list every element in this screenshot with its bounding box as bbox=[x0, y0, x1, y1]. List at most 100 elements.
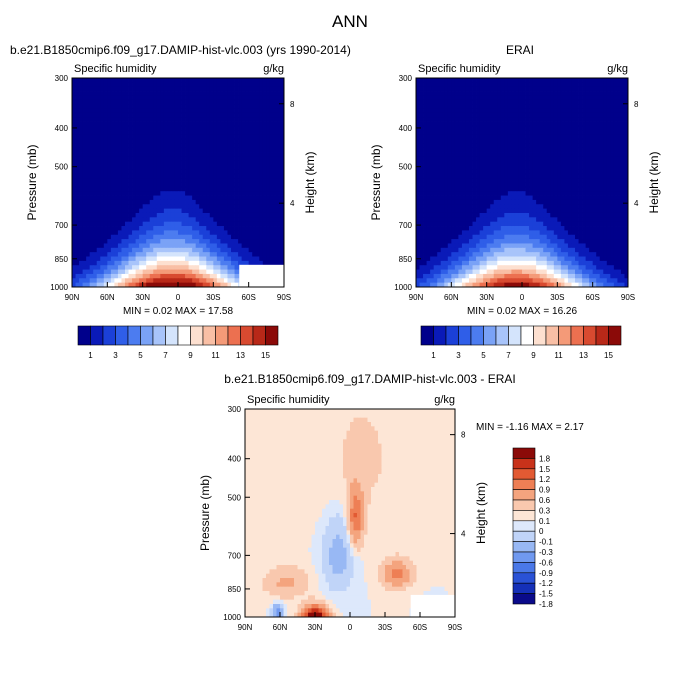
contour-cell bbox=[592, 86, 597, 92]
contour-cell bbox=[202, 226, 207, 231]
contour-cell bbox=[220, 217, 225, 223]
contour-cell bbox=[567, 147, 572, 153]
contour-cell bbox=[472, 195, 477, 201]
contour-cell bbox=[529, 104, 533, 109]
contour-cell bbox=[504, 221, 509, 227]
contour-cell bbox=[546, 217, 551, 223]
contour-cell bbox=[539, 169, 544, 175]
contour-cell bbox=[110, 282, 115, 287]
contour-cell bbox=[248, 147, 253, 153]
contour-cell bbox=[146, 86, 151, 92]
contour-cell bbox=[202, 99, 207, 105]
contour-cell bbox=[437, 86, 442, 92]
contour-cell bbox=[596, 95, 601, 101]
contour-cell bbox=[511, 125, 516, 131]
contour-cell bbox=[610, 160, 615, 166]
contour-cell bbox=[596, 91, 601, 96]
contour-cell bbox=[259, 156, 264, 162]
contour-cell bbox=[128, 117, 133, 122]
contour-cell bbox=[276, 147, 281, 153]
contour-cell bbox=[479, 104, 484, 109]
contour-cell bbox=[529, 147, 533, 153]
contour-cell bbox=[188, 256, 193, 262]
contour-cell bbox=[156, 152, 161, 157]
contour-cell bbox=[174, 199, 179, 205]
contour-cell bbox=[567, 182, 572, 188]
contour-cell bbox=[617, 178, 622, 183]
contour-cell bbox=[276, 247, 281, 253]
contour-cell bbox=[500, 121, 505, 127]
contour-cell bbox=[476, 82, 480, 88]
contour-cell bbox=[185, 282, 189, 287]
contour-cell bbox=[578, 125, 583, 131]
contour-cell bbox=[128, 134, 133, 140]
contour-cell bbox=[426, 199, 431, 205]
contour-cell bbox=[199, 173, 204, 179]
contour-cell bbox=[156, 160, 161, 166]
contour-cell bbox=[227, 265, 232, 270]
contour-cell bbox=[444, 130, 449, 135]
contour-cell bbox=[223, 226, 228, 231]
contour-cell bbox=[564, 208, 569, 214]
contour-cell bbox=[419, 130, 424, 135]
contour-cell bbox=[500, 95, 505, 101]
contour-cell bbox=[125, 186, 129, 192]
contour-cell bbox=[276, 112, 281, 118]
contour-cell bbox=[202, 273, 207, 279]
contour-cell bbox=[252, 260, 257, 266]
contour-cell bbox=[117, 252, 122, 257]
contour-cell bbox=[110, 260, 115, 266]
contour-cell bbox=[72, 230, 76, 236]
contour-cell bbox=[199, 78, 204, 83]
contour-cell bbox=[539, 86, 544, 92]
contour-cell bbox=[433, 130, 438, 135]
contour-cell bbox=[532, 169, 537, 175]
contour-cell bbox=[93, 112, 98, 118]
contour-cell bbox=[93, 130, 98, 135]
contour-cell bbox=[117, 278, 122, 284]
contour-cell bbox=[458, 156, 463, 162]
contour-cell bbox=[139, 278, 144, 284]
contour-cell bbox=[423, 86, 427, 92]
contour-cell bbox=[89, 239, 94, 244]
contour-cell bbox=[252, 208, 257, 214]
contour-cell bbox=[536, 130, 541, 135]
contour-cell bbox=[585, 125, 590, 131]
contour-cell bbox=[245, 247, 250, 253]
contour-cell bbox=[149, 147, 154, 153]
contour-cell bbox=[185, 156, 189, 162]
contour-cell bbox=[163, 182, 168, 188]
contour-cell bbox=[578, 152, 583, 157]
contour-cell bbox=[199, 108, 204, 114]
contour-cell bbox=[596, 178, 601, 183]
contour-cell bbox=[617, 117, 622, 122]
contour-cell bbox=[227, 239, 232, 244]
contour-cell bbox=[181, 143, 186, 149]
contour-cell bbox=[433, 208, 438, 214]
contour-cell bbox=[107, 199, 112, 205]
contour-cell bbox=[79, 247, 83, 253]
contour-cell bbox=[578, 204, 583, 210]
contour-cell bbox=[185, 208, 189, 214]
contour-cell bbox=[592, 152, 597, 157]
contour-cell bbox=[227, 156, 232, 162]
contour-cell bbox=[476, 91, 480, 96]
contour-cell bbox=[248, 165, 253, 170]
contour-cell bbox=[578, 199, 583, 205]
contour-cell bbox=[514, 95, 519, 101]
contour-cell bbox=[610, 112, 615, 118]
contour-cell bbox=[610, 147, 615, 153]
contour-cell bbox=[536, 169, 541, 175]
contour-cell bbox=[135, 156, 140, 162]
contour-cell bbox=[192, 173, 197, 179]
contour-cell bbox=[86, 182, 91, 188]
contour-cell bbox=[209, 117, 214, 122]
contour-cell bbox=[149, 243, 154, 249]
contour-cell bbox=[255, 243, 260, 249]
contour-cell bbox=[262, 108, 267, 114]
contour-cell bbox=[238, 247, 242, 253]
contour-cell bbox=[72, 173, 76, 179]
contour-cell bbox=[245, 112, 250, 118]
contour-cell bbox=[440, 152, 445, 157]
contour-cell bbox=[93, 99, 98, 105]
